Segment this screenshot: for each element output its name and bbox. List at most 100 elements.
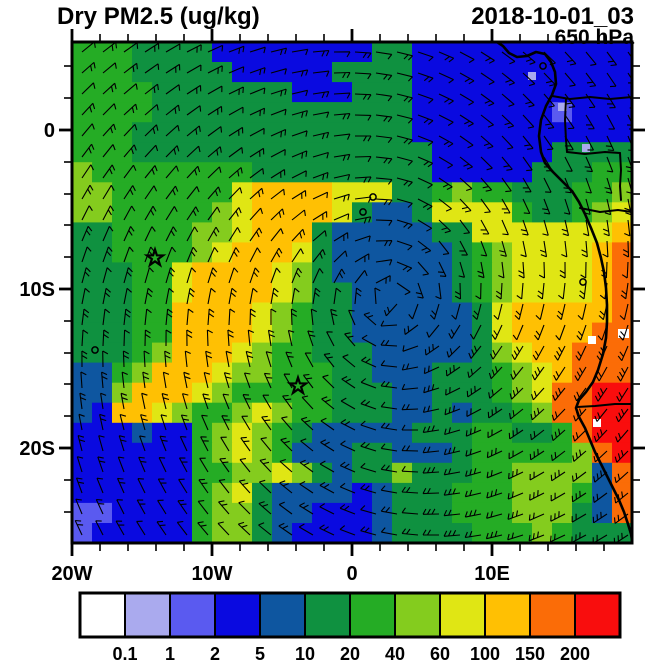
- wind-barb: [522, 93, 535, 108]
- wind-barb: [243, 372, 251, 389]
- wind-barb: [291, 170, 307, 179]
- wind-barb: [123, 124, 138, 137]
- wind-barb: [380, 527, 398, 536]
- heatmap-cell: [472, 322, 493, 344]
- heatmap-cell: [452, 442, 473, 464]
- heatmap-cell: [132, 282, 173, 304]
- wind-barb: [165, 185, 179, 200]
- wind-barb: [144, 226, 156, 242]
- wind-barb: [354, 287, 362, 305]
- wind-barb: [97, 456, 106, 473]
- wind-barb: [543, 177, 552, 193]
- wind-barb: [360, 399, 377, 410]
- heatmap-cell: [592, 502, 613, 524]
- wind-barb: [237, 521, 251, 536]
- heatmap-cell: [172, 262, 193, 283]
- wind-barb: [574, 366, 587, 381]
- wind-barb: [561, 219, 570, 237]
- heatmap-cell: [312, 342, 373, 364]
- wind-barb: [165, 226, 177, 242]
- wind-barb: [480, 93, 495, 107]
- wind-barb: [320, 417, 335, 431]
- wind-barb: [259, 458, 272, 473]
- wind-barb: [186, 329, 193, 347]
- wind-barb: [81, 350, 88, 368]
- heatmap-cell: [132, 322, 173, 344]
- wind-barb: [144, 329, 151, 347]
- wind-barb: [585, 135, 594, 151]
- wind-barb: [401, 465, 419, 473]
- wind-barb: [480, 240, 488, 257]
- wind-barb: [459, 198, 472, 213]
- wind-barb: [617, 345, 629, 362]
- heatmap-cell: [472, 222, 613, 243]
- wind-barb: [312, 91, 330, 99]
- wind-barb: [102, 287, 111, 305]
- heatmap-cell: [472, 442, 573, 464]
- wind-barb: [604, 177, 613, 194]
- wind-barb: [585, 114, 595, 130]
- wind-barb: [186, 287, 195, 305]
- heatmap-cell: [492, 302, 513, 324]
- wind-barb: [360, 483, 377, 494]
- wind-barb: [396, 219, 413, 230]
- heatmap-cell: [92, 523, 193, 543]
- heatmap-cell: [372, 202, 413, 223]
- wind-barb: [283, 373, 293, 389]
- wind-barb: [333, 71, 351, 79]
- wind-barb: [312, 249, 326, 263]
- wind-barb: [361, 334, 377, 347]
- wind-barb: [116, 477, 126, 494]
- wind-barb: [186, 308, 194, 326]
- wind-barb: [102, 123, 117, 137]
- wind-barb: [585, 51, 597, 66]
- wind-barb: [501, 93, 515, 107]
- wind-barb: [228, 45, 245, 54]
- wind-barb: [165, 267, 176, 284]
- wind-barb: [102, 164, 116, 179]
- wind-barb: [375, 198, 393, 206]
- wind-barb: [138, 456, 147, 473]
- colorbar-label: 100: [470, 644, 500, 664]
- wind-barb: [321, 396, 335, 410]
- colorbar-label: 150: [515, 644, 545, 664]
- wind-barb: [228, 167, 243, 179]
- wind-barb: [121, 371, 128, 389]
- colorbar-cell: [169, 592, 216, 638]
- heatmap-cell: [212, 382, 233, 404]
- heatmap-cell: [432, 202, 513, 223]
- wind-barb: [488, 366, 503, 380]
- wind-barb: [206, 329, 213, 347]
- wind-barb: [249, 147, 265, 158]
- colorbar-cell: [439, 592, 486, 638]
- heatmap-cell: [132, 422, 153, 444]
- wind-barb: [270, 287, 279, 305]
- wind-barb: [396, 135, 413, 145]
- heatmap-cell: [512, 302, 613, 324]
- heatmap-cell: [292, 442, 353, 464]
- wind-barb: [291, 209, 306, 221]
- wind-barb: [326, 331, 335, 347]
- wind-barb: [333, 268, 346, 284]
- wind-barb: [499, 240, 507, 257]
- wind-barb: [301, 395, 314, 410]
- wind-barb: [262, 394, 272, 410]
- star-marker: [286, 373, 310, 396]
- wind-barb: [81, 164, 94, 179]
- wind-barb: [459, 156, 473, 170]
- heatmap-cell: [152, 422, 193, 444]
- pm25-heatmap: [72, 42, 632, 543]
- wind-barb: [81, 267, 91, 284]
- wind-barb: [375, 177, 393, 185]
- wind-barb: [480, 114, 494, 128]
- heatmap-cell: [232, 202, 253, 223]
- heatmap-cell: [392, 502, 453, 524]
- wind-barb: [144, 63, 160, 74]
- wind-barb: [186, 267, 197, 284]
- wind-barb: [454, 282, 462, 300]
- heatmap-cell: [392, 442, 453, 464]
- wind-barb: [207, 146, 222, 158]
- wind-barb: [489, 345, 503, 360]
- low-value-patch: [582, 144, 590, 152]
- wind-barb: [322, 374, 335, 389]
